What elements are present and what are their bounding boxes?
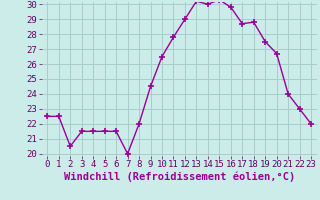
X-axis label: Windchill (Refroidissement éolien,°C): Windchill (Refroidissement éolien,°C) [64,172,295,182]
